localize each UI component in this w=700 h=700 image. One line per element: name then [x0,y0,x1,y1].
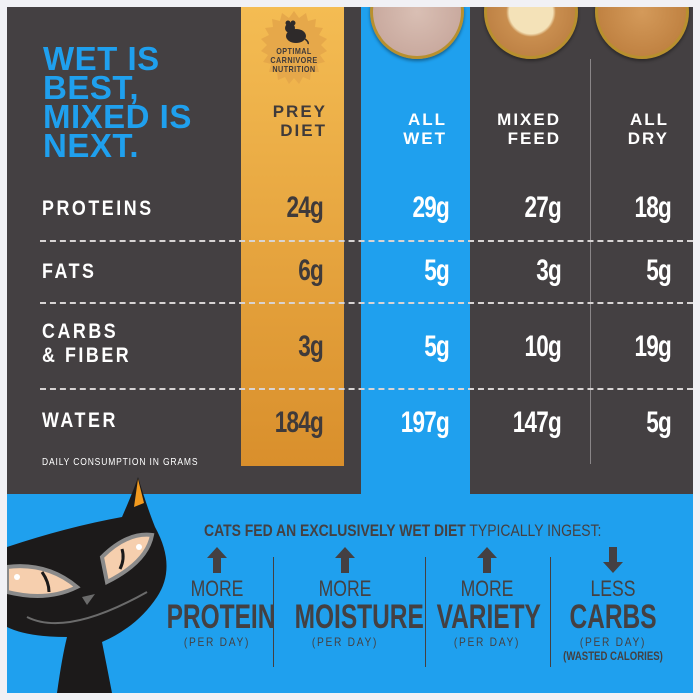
headline-line: NEXT. [43,127,140,164]
cell-wet-fats: 5g [424,254,450,287]
column-header-line: DRY [627,129,669,148]
column-header-all-wet: ALL WET [367,110,447,148]
badge-text: OPTIMAL CARNIVORE NUTRITION [261,47,327,74]
headline-line: MIXED IS [43,98,192,135]
cell-mixed-carbs: 10g [524,330,561,363]
benefit-qualifier: MORE [460,576,514,601]
benefit-extra-note: (WASTED CALORIES) [563,649,663,663]
column-header-line: FEED [507,129,561,148]
tagline-light: TYPICALLY INGEST: [465,521,602,540]
benefit-variety: MORE VARIETY (PER DAY) [417,547,557,649]
badge-line: NUTRITION [272,64,316,74]
column-header-line: PREY [272,102,327,121]
benefit-qualifier: MORE [318,576,372,601]
row-label-carbs: CARBS & FIBER [42,320,131,368]
column-header-mixed-feed: MIXED FEED [477,110,561,148]
row-divider [40,302,693,304]
column-divider [590,59,591,464]
row-label-water: WATER [42,409,118,432]
cell-dry-fats: 5g [646,254,672,287]
column-header-all-dry: ALL DRY [587,110,669,148]
mouse-icon [285,20,309,45]
cell-wet-carbs: 5g [424,330,450,363]
benefit-title: CARBS [569,598,657,636]
benefit-divider [425,557,426,667]
benefit-qualifier: LESS [590,576,636,601]
cell-dry-proteins: 18g [634,191,671,224]
benefit-period: (PER DAY) [453,635,521,649]
cell-mixed-water: 147g [512,406,562,439]
cell-dry-carbs: 19g [634,330,671,363]
row-label-line: & FIBER [42,344,132,367]
benefit-protein: MORE PROTEIN (PER DAY) [147,547,287,649]
cell-prey-water: 184g [274,406,324,439]
row-divider [40,388,693,390]
column-header-line: ALL [629,110,669,129]
units-note: DAILY CONSUMPTION IN GRAMS [42,457,199,468]
up-arrow-icon [207,547,227,573]
tagline: CATS FED AN EXCLUSIVELY WET DIET TYPICAL… [204,521,601,541]
tagline-bold: CATS FED AN EXCLUSIVELY WET DIET [204,521,466,540]
column-header-line: MIXED [497,110,561,129]
headline-line: BEST, [43,69,140,106]
cell-mixed-proteins: 27g [524,191,561,224]
benefit-period: (PER DAY) [311,635,379,649]
optimal-nutrition-badge: OPTIMAL CARNIVORE NUTRITION [255,11,333,89]
row-label-line: CARBS [42,320,119,343]
benefit-title: PROTEIN [166,598,276,636]
headline: WET IS BEST, MIXED IS NEXT. [43,40,192,164]
benefit-period: (PER DAY) [579,635,647,649]
cell-prey-proteins: 24g [286,191,323,224]
column-header-prey-diet: PREY DIET [247,102,327,140]
benefit-qualifier: MORE [190,576,244,601]
benefit-period: (PER DAY) [183,635,251,649]
cell-wet-water: 197g [400,406,450,439]
column-header-line: ALL [407,110,447,129]
benefit-title: MOISTURE [294,598,424,636]
table-panel-right [470,7,693,494]
infographic: WET IS BEST, MIXED IS NEXT. OPTIMAL CARN… [7,7,693,693]
badge-line: CARNIVORE [270,55,318,65]
column-header-line: DIET [280,121,327,140]
benefit-divider [273,557,274,667]
headline-line: WET IS [43,40,160,77]
cell-prey-carbs: 3g [298,330,324,363]
up-arrow-icon [335,547,355,573]
cell-dry-water: 5g [646,406,672,439]
column-header-line: WET [403,129,447,148]
black-cat-illustration [7,477,167,693]
cell-prey-fats: 6g [298,254,324,287]
row-label-proteins: PROTEINS [42,197,154,220]
benefit-title: VARIETY [436,598,541,636]
benefit-divider [550,557,551,667]
row-divider [40,240,693,242]
benefit-moisture: MORE MOISTURE (PER DAY) [275,547,424,649]
up-arrow-icon [477,547,497,573]
cell-mixed-fats: 3g [536,254,562,287]
benefit-carbs: LESS CARBS (PER DAY) (WASTED CALORIES) [543,547,683,663]
all-wet-column [361,7,470,494]
row-label-fats: FATS [42,260,97,283]
cell-wet-proteins: 29g [412,191,449,224]
down-arrow-icon [603,547,623,573]
badge-line: OPTIMAL [276,46,312,56]
